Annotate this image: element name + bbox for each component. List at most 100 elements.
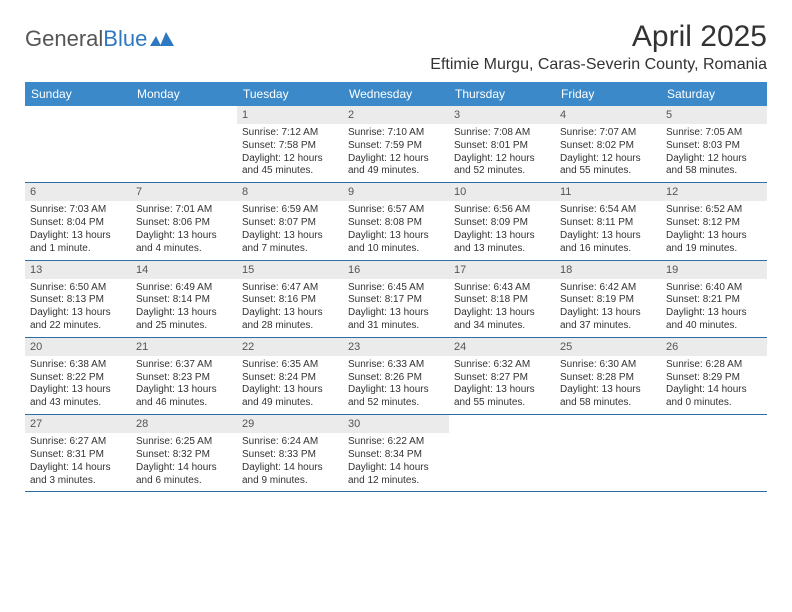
day-number: 18 bbox=[555, 261, 661, 279]
daylight-text: Daylight: 13 hours and 1 minute. bbox=[30, 230, 126, 256]
sunset-text: Sunset: 8:02 PM bbox=[560, 140, 656, 153]
day-body: Sunrise: 6:37 AMSunset: 8:23 PMDaylight:… bbox=[131, 358, 237, 414]
daylight-text: Daylight: 14 hours and 3 minutes. bbox=[30, 462, 126, 488]
sunset-text: Sunset: 8:34 PM bbox=[348, 449, 444, 462]
day-cell: 3Sunrise: 7:08 AMSunset: 8:01 PMDaylight… bbox=[449, 106, 555, 182]
sunset-text: Sunset: 8:03 PM bbox=[666, 140, 762, 153]
day-header: Monday bbox=[131, 82, 237, 106]
day-body: Sunrise: 6:50 AMSunset: 8:13 PMDaylight:… bbox=[25, 281, 131, 337]
calendar-body: 1 Sunrise: 7:12 AMSunset: 7:58 PMDaylight… bbox=[25, 106, 767, 492]
daylight-text: Daylight: 13 hours and 10 minutes. bbox=[348, 230, 444, 256]
day-body: Sunrise: 6:54 AMSunset: 8:11 PMDaylight:… bbox=[555, 203, 661, 259]
daylight-text: Daylight: 13 hours and 4 minutes. bbox=[136, 230, 232, 256]
daylight-text: Daylight: 13 hours and 22 minutes. bbox=[30, 307, 126, 333]
sunrise-text: Sunrise: 6:54 AM bbox=[560, 204, 656, 217]
sunset-text: Sunset: 8:09 PM bbox=[454, 217, 550, 230]
day-body: Sunrise: 6:42 AMSunset: 8:19 PMDaylight:… bbox=[555, 281, 661, 337]
sunset-text: Sunset: 8:31 PM bbox=[30, 449, 126, 462]
day-body: Sunrise: 6:45 AMSunset: 8:17 PMDaylight:… bbox=[343, 281, 449, 337]
day-number: 29 bbox=[237, 415, 343, 433]
day-body: Sunrise: 7:03 AMSunset: 8:04 PMDaylight:… bbox=[25, 203, 131, 259]
day-number: 1 bbox=[237, 106, 343, 124]
sunrise-text: Sunrise: 6:47 AM bbox=[242, 282, 338, 295]
day-header: Sunday bbox=[25, 82, 131, 106]
day-number: 16 bbox=[343, 261, 449, 279]
day-number: 26 bbox=[661, 338, 767, 356]
daylight-text: Daylight: 13 hours and 31 minutes. bbox=[348, 307, 444, 333]
daylight-text: Daylight: 13 hours and 16 minutes. bbox=[560, 230, 656, 256]
sunrise-text: Sunrise: 6:28 AM bbox=[666, 359, 762, 372]
sunset-text: Sunset: 8:22 PM bbox=[30, 372, 126, 385]
day-cell: 27Sunrise: 6:27 AMSunset: 8:31 PMDayligh… bbox=[25, 415, 131, 491]
day-body: Sunrise: 7:12 AMSunset: 7:58 PMDaylight:… bbox=[237, 126, 343, 182]
day-number: 27 bbox=[25, 415, 131, 433]
daylight-text: Daylight: 12 hours and 52 minutes. bbox=[454, 153, 550, 179]
sunset-text: Sunset: 8:19 PM bbox=[560, 294, 656, 307]
day-cell: 6Sunrise: 7:03 AMSunset: 8:04 PMDaylight… bbox=[25, 183, 131, 259]
day-body: Sunrise: 6:40 AMSunset: 8:21 PMDaylight:… bbox=[661, 281, 767, 337]
sunrise-text: Sunrise: 6:37 AM bbox=[136, 359, 232, 372]
daylight-text: Daylight: 13 hours and 7 minutes. bbox=[242, 230, 338, 256]
sunrise-text: Sunrise: 7:10 AM bbox=[348, 127, 444, 140]
day-body: Sunrise: 6:25 AMSunset: 8:32 PMDaylight:… bbox=[131, 435, 237, 491]
day-cell: 20Sunrise: 6:38 AMSunset: 8:22 PMDayligh… bbox=[25, 338, 131, 414]
sunrise-text: Sunrise: 6:32 AM bbox=[454, 359, 550, 372]
day-body: Sunrise: 7:08 AMSunset: 8:01 PMDaylight:… bbox=[449, 126, 555, 182]
sunrise-text: Sunrise: 6:30 AM bbox=[560, 359, 656, 372]
day-header: Friday bbox=[555, 82, 661, 106]
day-number: 22 bbox=[237, 338, 343, 356]
day-number: 4 bbox=[555, 106, 661, 124]
day-number: 5 bbox=[661, 106, 767, 124]
day-cell: 22Sunrise: 6:35 AMSunset: 8:24 PMDayligh… bbox=[237, 338, 343, 414]
sunrise-text: Sunrise: 6:22 AM bbox=[348, 436, 444, 449]
sunrise-text: Sunrise: 6:45 AM bbox=[348, 282, 444, 295]
day-cell: 8Sunrise: 6:59 AMSunset: 8:07 PMDaylight… bbox=[237, 183, 343, 259]
logo: GeneralBlue bbox=[25, 26, 176, 52]
sunset-text: Sunset: 8:07 PM bbox=[242, 217, 338, 230]
page-subtitle: Eftimie Murgu, Caras-Severin County, Rom… bbox=[25, 56, 767, 74]
day-body: Sunrise: 7:05 AMSunset: 8:03 PMDaylight:… bbox=[661, 126, 767, 182]
day-header: Wednesday bbox=[343, 82, 449, 106]
sunset-text: Sunset: 8:13 PM bbox=[30, 294, 126, 307]
day-header-row: SundayMondayTuesdayWednesdayThursdayFrid… bbox=[25, 82, 767, 106]
daylight-text: Daylight: 12 hours and 55 minutes. bbox=[560, 153, 656, 179]
sunset-text: Sunset: 8:14 PM bbox=[136, 294, 232, 307]
day-header: Tuesday bbox=[237, 82, 343, 106]
daylight-text: Daylight: 13 hours and 46 minutes. bbox=[136, 384, 232, 410]
logo-text-2: Blue bbox=[103, 26, 147, 52]
week-row: 13Sunrise: 6:50 AMSunset: 8:13 PMDayligh… bbox=[25, 261, 767, 338]
logo-text-1: General bbox=[25, 26, 103, 52]
day-number: 8 bbox=[237, 183, 343, 201]
day-number: 12 bbox=[661, 183, 767, 201]
day-cell: 15Sunrise: 6:47 AMSunset: 8:16 PMDayligh… bbox=[237, 261, 343, 337]
sunset-text: Sunset: 8:16 PM bbox=[242, 294, 338, 307]
day-body: Sunrise: 7:01 AMSunset: 8:06 PMDaylight:… bbox=[131, 203, 237, 259]
day-cell: 26Sunrise: 6:28 AMSunset: 8:29 PMDayligh… bbox=[661, 338, 767, 414]
week-row: 27Sunrise: 6:27 AMSunset: 8:31 PMDayligh… bbox=[25, 415, 767, 492]
day-body: Sunrise: 6:47 AMSunset: 8:16 PMDaylight:… bbox=[237, 281, 343, 337]
day-cell: 19Sunrise: 6:40 AMSunset: 8:21 PMDayligh… bbox=[661, 261, 767, 337]
daylight-text: Daylight: 12 hours and 45 minutes. bbox=[242, 153, 338, 179]
sunrise-text: Sunrise: 6:40 AM bbox=[666, 282, 762, 295]
day-number: 24 bbox=[449, 338, 555, 356]
day-body: Sunrise: 6:30 AMSunset: 8:28 PMDaylight:… bbox=[555, 358, 661, 414]
sunset-text: Sunset: 8:29 PM bbox=[666, 372, 762, 385]
day-cell: 29Sunrise: 6:24 AMSunset: 8:33 PMDayligh… bbox=[237, 415, 343, 491]
sunrise-text: Sunrise: 6:24 AM bbox=[242, 436, 338, 449]
day-body: Sunrise: 7:07 AMSunset: 8:02 PMDaylight:… bbox=[555, 126, 661, 182]
daylight-text: Daylight: 14 hours and 6 minutes. bbox=[136, 462, 232, 488]
day-header: Saturday bbox=[661, 82, 767, 106]
day-number: 30 bbox=[343, 415, 449, 433]
sunrise-text: Sunrise: 7:12 AM bbox=[242, 127, 338, 140]
logo-flag-icon bbox=[150, 30, 176, 48]
day-body: Sunrise: 6:22 AMSunset: 8:34 PMDaylight:… bbox=[343, 435, 449, 491]
page-title: April 2025 bbox=[632, 20, 767, 54]
sunrise-text: Sunrise: 6:52 AM bbox=[666, 204, 762, 217]
day-cell: 9Sunrise: 6:57 AMSunset: 8:08 PMDaylight… bbox=[343, 183, 449, 259]
day-cell: 18 Sunrise: 6:42 AMSunset: 8:19 PMDayligh… bbox=[555, 261, 661, 337]
daylight-text: Daylight: 13 hours and 28 minutes. bbox=[242, 307, 338, 333]
sunrise-text: Sunrise: 6:35 AM bbox=[242, 359, 338, 372]
day-header: Thursday bbox=[449, 82, 555, 106]
day-cell: 12Sunrise: 6:52 AMSunset: 8:12 PMDayligh… bbox=[661, 183, 767, 259]
day-cell: 4 Sunrise: 7:07 AMSunset: 8:02 PMDaylight… bbox=[555, 106, 661, 182]
